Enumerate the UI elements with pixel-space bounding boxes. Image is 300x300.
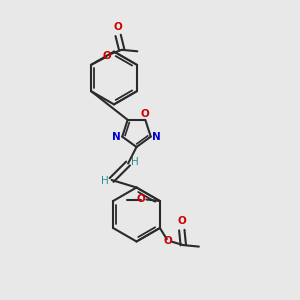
Text: O: O: [113, 22, 122, 32]
Text: O: O: [141, 109, 150, 119]
Text: N: N: [112, 132, 121, 142]
Text: O: O: [164, 236, 173, 246]
Text: H: H: [131, 157, 139, 167]
Text: O: O: [177, 217, 186, 226]
Text: N: N: [152, 132, 161, 142]
Text: H: H: [101, 176, 109, 187]
Text: O: O: [136, 194, 145, 205]
Text: O: O: [102, 51, 111, 62]
